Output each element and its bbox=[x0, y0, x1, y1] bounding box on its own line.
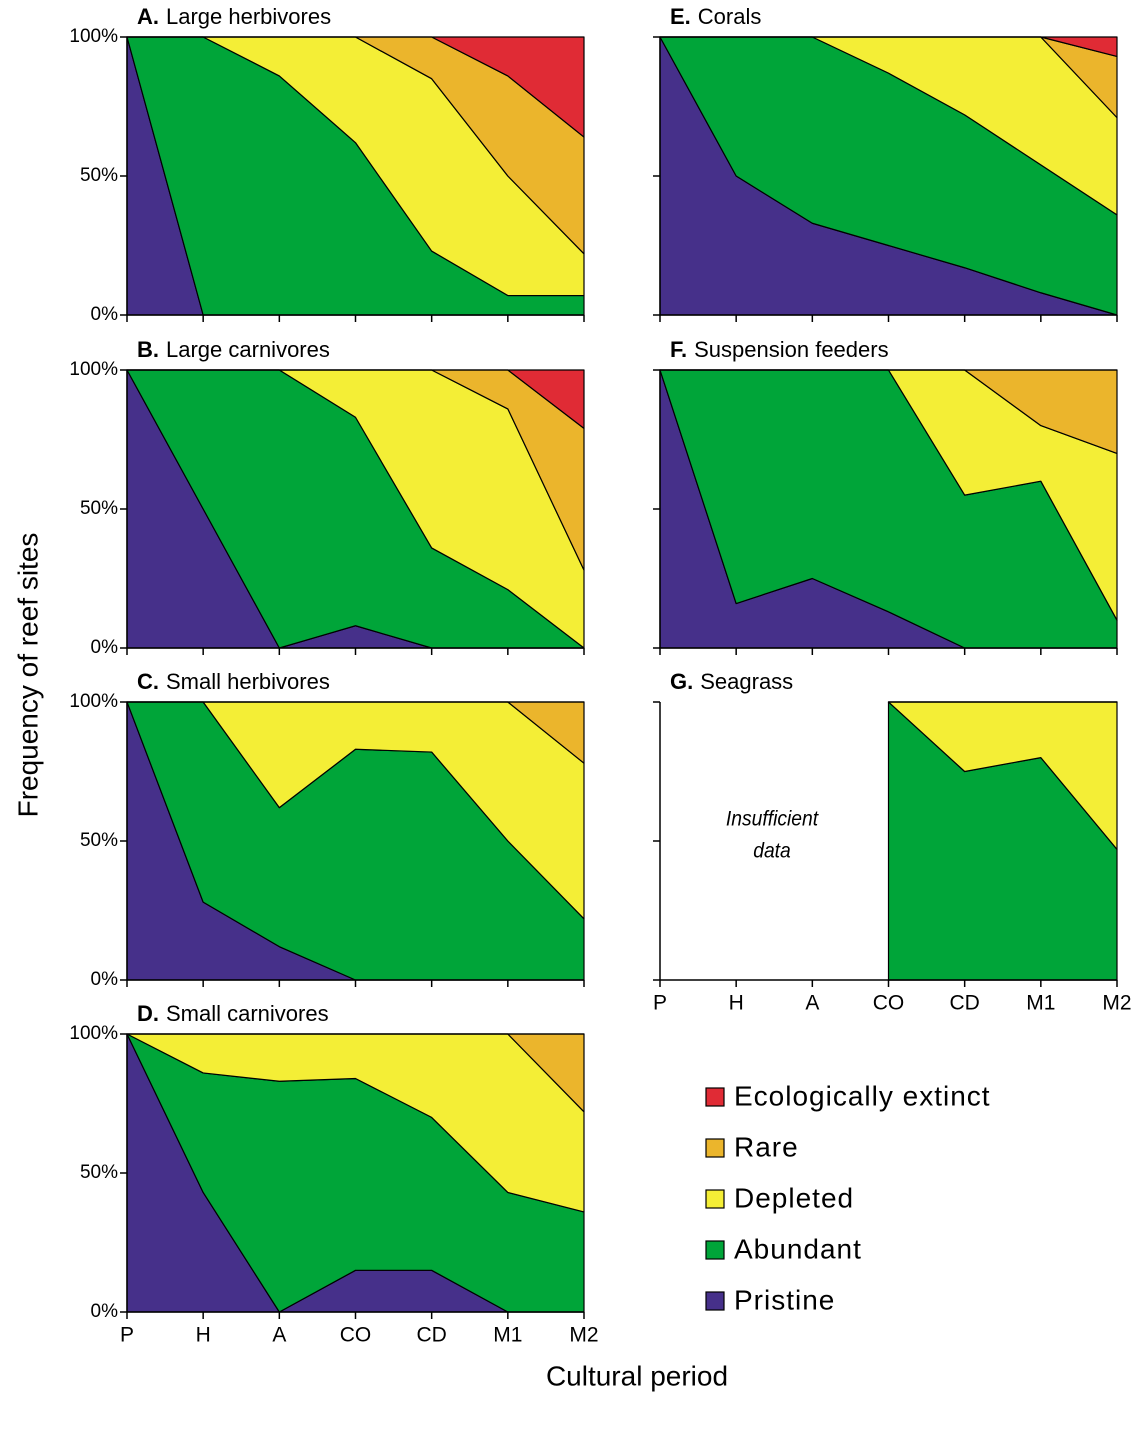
area bbox=[126, 36, 585, 138]
legend-swatch bbox=[705, 1138, 725, 1158]
panel-title: B. Large carnivores bbox=[137, 337, 330, 362]
x-tick-label: M2 bbox=[569, 1324, 598, 1347]
area bbox=[659, 36, 1118, 58]
y-tick-label: 50% bbox=[80, 498, 118, 519]
x-tick-label: M2 bbox=[1102, 992, 1131, 1015]
panel-label: A. bbox=[137, 4, 159, 29]
x-tick-label: CD bbox=[416, 1324, 446, 1347]
panel-title-text: Suspension feeders bbox=[694, 337, 888, 362]
panel-title: E. Corals bbox=[670, 4, 761, 29]
panel-label: C. bbox=[137, 669, 159, 694]
area bbox=[126, 369, 585, 429]
panel-title: C. Small herbivores bbox=[137, 669, 330, 694]
panel-title-text: Large herbivores bbox=[166, 4, 331, 29]
legend-label: Abundant bbox=[734, 1233, 862, 1264]
panel-title: G. Seagrass bbox=[670, 669, 793, 694]
panel-label: B. bbox=[137, 337, 159, 362]
legend-label: Depleted bbox=[734, 1182, 854, 1213]
x-tick-label: P bbox=[653, 992, 667, 1015]
panel-label: D. bbox=[137, 1001, 159, 1026]
panel-label: E. bbox=[670, 4, 691, 29]
panel-title-text: Small carnivores bbox=[166, 1001, 329, 1026]
x-tick-label: M1 bbox=[1026, 992, 1055, 1015]
legend-swatch bbox=[705, 1291, 725, 1311]
x-tick-label: A bbox=[272, 1324, 286, 1347]
panel-title: D. Small carnivores bbox=[137, 1001, 329, 1026]
legend-label: Rare bbox=[734, 1131, 799, 1162]
panel-title-text: Corals bbox=[698, 4, 762, 29]
y-tick-label: 100% bbox=[69, 26, 118, 47]
panel-title: F. Suspension feeders bbox=[670, 337, 889, 362]
legend-swatch bbox=[705, 1240, 725, 1260]
x-tick-label: M1 bbox=[493, 1324, 522, 1347]
y-tick-label: 100% bbox=[69, 691, 118, 712]
y-axis-label: Frequency of reef sites bbox=[12, 533, 43, 818]
y-tick-label: 100% bbox=[69, 1023, 118, 1044]
y-tick-label: 50% bbox=[80, 830, 118, 851]
y-tick-label: 0% bbox=[91, 304, 119, 325]
x-axis-label: Cultural period bbox=[546, 1360, 728, 1391]
panel-title-text: Large carnivores bbox=[166, 337, 330, 362]
x-tick-label: CD bbox=[949, 992, 979, 1015]
legend-label: Pristine bbox=[734, 1284, 835, 1315]
y-tick-label: 0% bbox=[91, 1301, 119, 1322]
legend-swatch bbox=[705, 1189, 725, 1209]
y-tick-label: 0% bbox=[91, 969, 119, 990]
y-tick-label: 0% bbox=[91, 637, 119, 658]
panel-label: F. bbox=[670, 337, 687, 362]
annotation: Insufficient bbox=[726, 808, 820, 831]
legend-swatch bbox=[705, 1087, 725, 1107]
panel-title-text: Small herbivores bbox=[166, 669, 330, 694]
legend-label: Ecologically extinct bbox=[734, 1080, 991, 1111]
y-tick-label: 50% bbox=[80, 165, 118, 186]
x-tick-label: CO bbox=[340, 1324, 372, 1347]
y-tick-label: 100% bbox=[69, 359, 118, 380]
y-tick-label: 50% bbox=[80, 1162, 118, 1183]
x-tick-label: CO bbox=[873, 992, 905, 1015]
panel-title-text: Seagrass bbox=[700, 669, 793, 694]
panel-title: A. Large herbivores bbox=[137, 4, 331, 29]
x-tick-label: P bbox=[120, 1324, 134, 1347]
x-tick-label: A bbox=[805, 992, 819, 1015]
annotation: data bbox=[753, 840, 791, 863]
x-tick-label: H bbox=[729, 992, 744, 1015]
panel-label: G. bbox=[670, 669, 693, 694]
x-tick-label: H bbox=[196, 1324, 211, 1347]
